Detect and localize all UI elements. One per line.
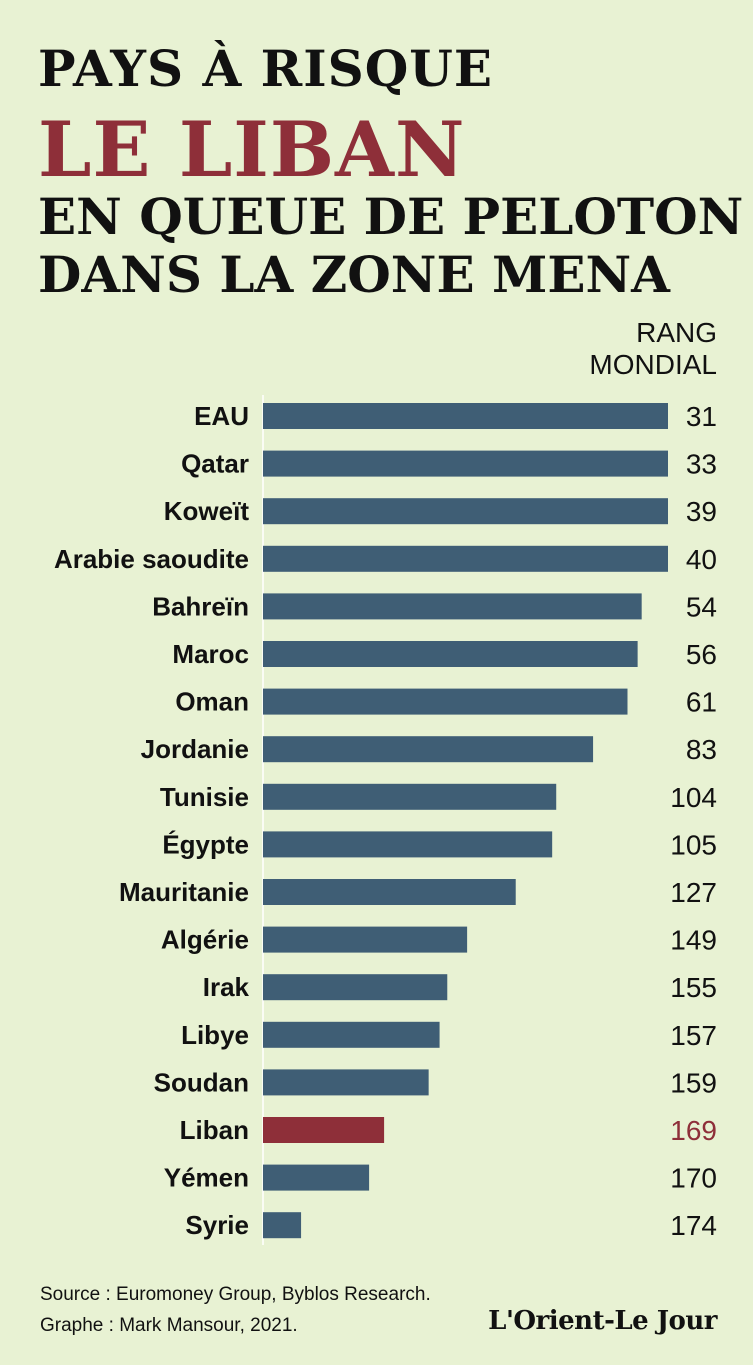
bar-liban bbox=[263, 1117, 385, 1143]
rank-value-maroc: 56 bbox=[686, 639, 717, 670]
rank-value-algerie: 149 bbox=[670, 925, 717, 956]
category-label-mauritanie: Mauritanie bbox=[119, 877, 249, 907]
bar-eau bbox=[263, 403, 668, 429]
category-label-liban: Liban bbox=[180, 1115, 249, 1145]
bar-koweit bbox=[263, 498, 668, 525]
category-label-eau: EAU bbox=[194, 401, 249, 431]
bar-oman bbox=[263, 688, 628, 715]
headline-line-4: DANS LA ZONE MENA bbox=[38, 245, 670, 304]
category-label-irak: Irak bbox=[203, 972, 250, 1002]
category-label-oman: Oman bbox=[175, 687, 249, 717]
bar-irak bbox=[263, 974, 448, 1001]
headline-line-3: EN QUEUE DE PELOTON bbox=[38, 187, 744, 246]
bar-soudan bbox=[263, 1069, 429, 1096]
rank-value-bahrein: 54 bbox=[686, 591, 717, 622]
rank-value-eau: 31 bbox=[686, 401, 717, 432]
rank-value-irak: 155 bbox=[670, 972, 717, 1003]
category-label-tunisie: Tunisie bbox=[160, 782, 249, 812]
rank-value-tunisie: 104 bbox=[670, 782, 717, 813]
bar-egypte bbox=[263, 831, 553, 858]
category-label-jordanie: Jordanie bbox=[141, 734, 249, 764]
brand-logo: L'Orient-Le Jour bbox=[488, 1306, 717, 1336]
category-label-koweit: Koweït bbox=[164, 496, 250, 526]
category-label-algerie: Algérie bbox=[161, 925, 249, 955]
bar-arabie-saoudite bbox=[263, 545, 668, 572]
category-label-syrie: Syrie bbox=[185, 1210, 249, 1240]
category-label-libye: Libye bbox=[181, 1020, 249, 1050]
rank-header-line-2: MONDIAL bbox=[589, 349, 717, 380]
category-label-yemen: Yémen bbox=[164, 1163, 249, 1193]
rank-value-arabie-saoudite: 40 bbox=[686, 544, 717, 575]
headline-line-2: LE LIBAN bbox=[38, 105, 466, 194]
rank-value-koweit: 39 bbox=[686, 496, 717, 527]
rank-value-yemen: 170 bbox=[670, 1163, 717, 1194]
rank-value-jordanie: 83 bbox=[686, 734, 717, 765]
rank-value-egypte: 105 bbox=[670, 829, 717, 860]
bar-bahrein bbox=[263, 593, 642, 620]
graph-credit: Graphe : Mark Mansour, 2021. bbox=[40, 1315, 298, 1336]
bar-mauritanie bbox=[263, 879, 516, 905]
category-label-soudan: Soudan bbox=[154, 1067, 249, 1097]
rank-value-mauritanie: 127 bbox=[670, 877, 717, 908]
category-label-maroc: Maroc bbox=[172, 639, 249, 669]
rank-value-libye: 157 bbox=[670, 1020, 717, 1051]
bar-jordanie bbox=[263, 736, 594, 763]
bar-algerie bbox=[263, 926, 468, 953]
rank-value-qatar: 33 bbox=[686, 449, 717, 480]
rank-value-syrie: 174 bbox=[670, 1210, 717, 1241]
category-label-bahrein: Bahreïn bbox=[152, 591, 249, 621]
rank-value-oman: 61 bbox=[686, 687, 717, 718]
bar-yemen bbox=[263, 1164, 370, 1191]
rank-value-soudan: 159 bbox=[670, 1067, 717, 1098]
category-label-arabie-saoudite: Arabie saoudite bbox=[54, 544, 249, 574]
rank-header-line-1: RANG bbox=[636, 317, 717, 348]
bar-libye bbox=[263, 1021, 440, 1048]
category-label-qatar: Qatar bbox=[181, 449, 249, 479]
bar-chart: EAU 31 Qatar 33 Koweït 39 Arabie saoudite 40 Bah… bbox=[54, 395, 717, 1245]
headline-line-1: PAYS À RISQUE bbox=[38, 39, 493, 98]
category-label-egypte: Égypte bbox=[162, 829, 249, 859]
bar-syrie bbox=[263, 1212, 302, 1239]
bar-qatar bbox=[263, 450, 668, 477]
bar-tunisie bbox=[263, 783, 557, 810]
bar-maroc bbox=[263, 641, 638, 667]
source-note: Source : Euromoney Group, Byblos Researc… bbox=[40, 1284, 431, 1305]
rank-value-liban: 169 bbox=[670, 1115, 717, 1146]
